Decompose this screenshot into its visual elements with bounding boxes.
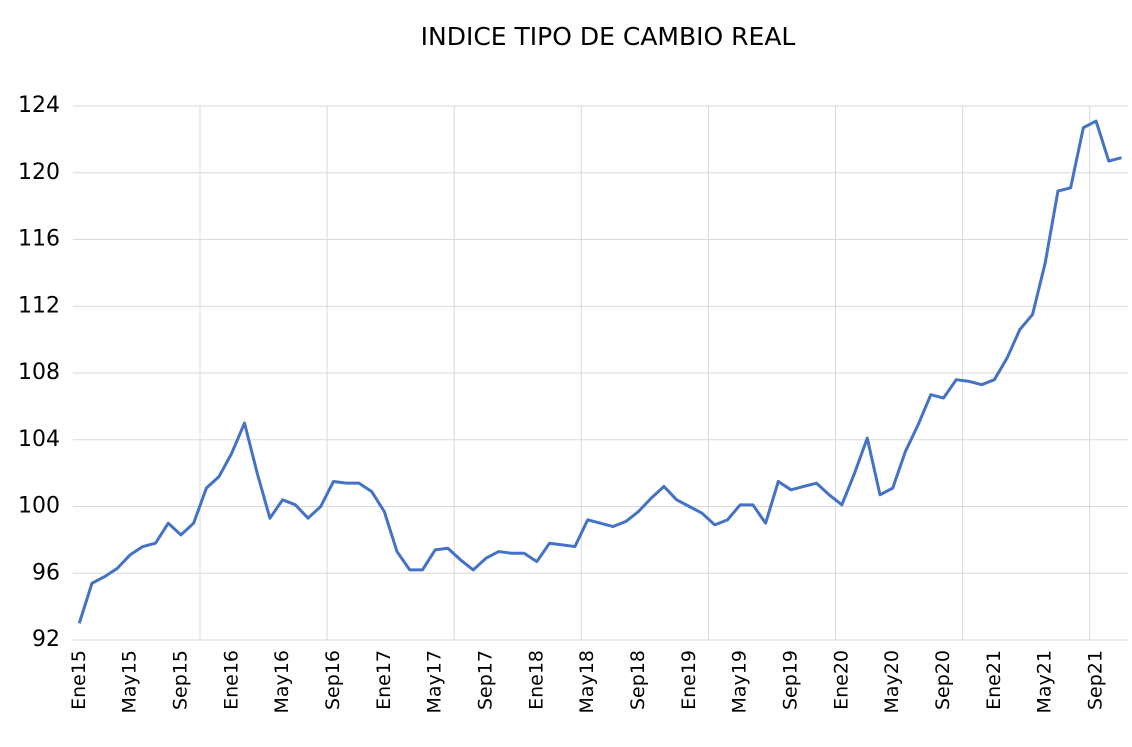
x-tick-label: Sep20 <box>932 650 954 710</box>
x-tick-label: May16 <box>271 650 293 713</box>
y-tick-label: 92 <box>32 627 60 652</box>
x-tick-label: Ene20 <box>830 650 852 710</box>
x-tick-label: May17 <box>424 650 446 713</box>
x-tick-label: Sep17 <box>474 650 496 710</box>
y-tick-label: 108 <box>18 360 60 385</box>
x-tick-label: Ene16 <box>220 650 242 710</box>
x-tick-label: Sep21 <box>1085 650 1107 710</box>
x-tick-label: Ene18 <box>525 650 547 710</box>
y-tick-label: 120 <box>18 160 60 185</box>
x-tick-label: May19 <box>729 650 751 713</box>
x-tick-label: Ene15 <box>68 650 90 710</box>
x-tick-label: May15 <box>119 650 141 713</box>
x-tick-label: Ene21 <box>983 650 1005 710</box>
x-tick-label: Ene19 <box>678 650 700 710</box>
x-tick-label: May20 <box>881 650 903 713</box>
x-tick-label: Ene17 <box>373 650 395 710</box>
y-tick-label: 116 <box>18 227 60 252</box>
line-series <box>77 119 1122 624</box>
y-tick-label: 100 <box>18 494 60 519</box>
x-tick-label: Sep19 <box>780 650 802 710</box>
y-tick-label: 112 <box>18 293 60 318</box>
chart-title: INDICE TIPO DE CAMBIO REAL <box>421 22 796 51</box>
x-tick-label: Sep15 <box>169 650 191 710</box>
y-tick-label: 124 <box>18 93 60 118</box>
y-tick-label: 104 <box>18 427 60 452</box>
x-tick-label: May21 <box>1034 650 1056 713</box>
x-tick-label: Sep16 <box>322 650 344 710</box>
x-tick-label: Sep18 <box>627 650 649 710</box>
y-tick-label: 96 <box>32 560 60 585</box>
x-tick-label: May18 <box>576 650 598 713</box>
